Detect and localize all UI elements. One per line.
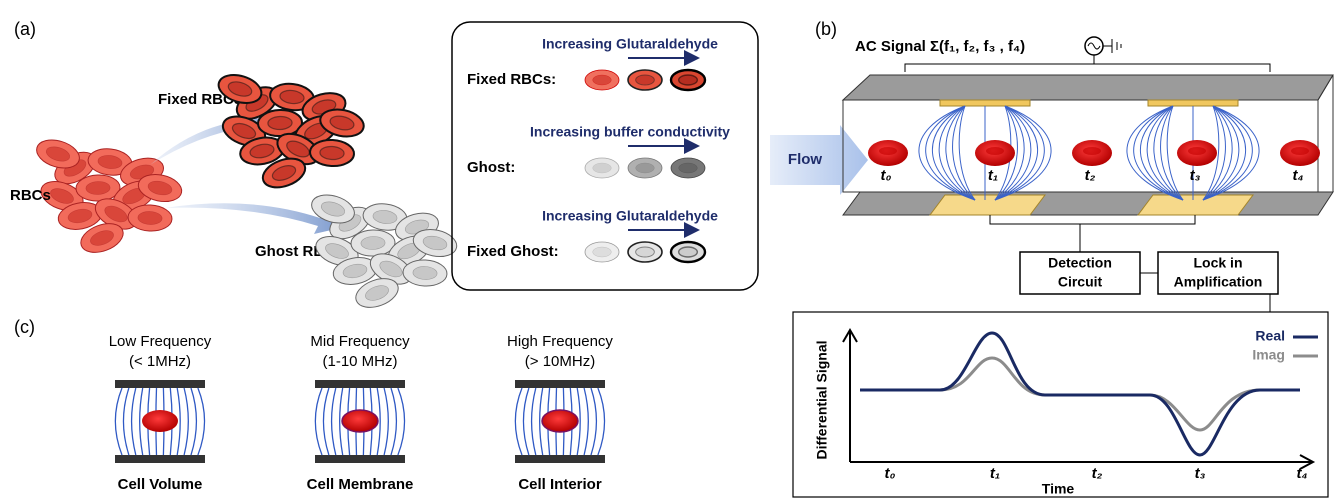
cell-center xyxy=(1291,147,1309,155)
box-label: Lock in xyxy=(1193,255,1242,271)
field-line xyxy=(532,388,536,455)
cell-center xyxy=(593,247,612,257)
electrode-bar xyxy=(515,380,605,388)
cell-center xyxy=(986,147,1004,155)
column-title: Mid Frequency xyxy=(310,333,410,350)
box-label: Amplification xyxy=(1174,274,1263,290)
arrow-label: Increasing Glutaraldehyde xyxy=(542,208,718,224)
time-label: t₁ xyxy=(988,167,998,184)
legend-label: Real xyxy=(1255,328,1285,344)
x-axis-label: Time xyxy=(1042,481,1075,497)
electrode xyxy=(1148,100,1238,106)
wire xyxy=(905,55,1270,72)
cell-center xyxy=(679,247,698,257)
cell-center xyxy=(636,163,655,173)
panel-label: (a) xyxy=(14,19,36,39)
signal-label: AC Signal Σ(f₁, f₂, f₃ , f₄) xyxy=(855,38,1025,55)
field-line xyxy=(515,388,522,455)
time-label: t₂ xyxy=(1085,167,1096,184)
y-axis-label: Differential Signal xyxy=(814,340,830,459)
ground xyxy=(1103,39,1121,53)
panel-label: (c) xyxy=(14,317,35,337)
field-line xyxy=(384,388,388,455)
box-label: Circuit xyxy=(1058,274,1103,290)
column-title: High Frequency xyxy=(507,333,613,350)
box-label: Detection xyxy=(1048,255,1112,271)
cell-center xyxy=(879,147,897,155)
x-label: t₂ xyxy=(1092,465,1103,482)
field-line xyxy=(591,388,596,455)
cell-center xyxy=(636,247,655,257)
electrode-bar xyxy=(115,380,205,388)
plot-box xyxy=(793,312,1328,497)
field-line xyxy=(598,388,605,455)
time-label: t₄ xyxy=(1292,167,1303,184)
time-label: t₃ xyxy=(1190,167,1201,184)
time-label: t₀ xyxy=(881,167,892,184)
cell-center xyxy=(593,75,612,85)
wire xyxy=(990,215,1195,252)
figure: (a) RBCs Fixed RBCs Ghost RBCs Increasin… xyxy=(0,0,1336,499)
cell-center xyxy=(636,75,655,85)
column-caption: Cell Membrane xyxy=(307,476,414,493)
row-name: Ghost: xyxy=(467,159,515,176)
sine-icon xyxy=(1088,43,1100,49)
electrode-bar xyxy=(315,380,405,388)
panel-label: (b) xyxy=(815,19,837,39)
row-name: Fixed Ghost: xyxy=(467,243,559,260)
ghost-rbc-cluster xyxy=(308,190,459,313)
legend-rows: Increasing Glutaraldehyde Fixed RBCs: Incr… xyxy=(467,36,730,262)
column-caption: Cell Interior xyxy=(518,476,602,493)
cell xyxy=(342,410,378,432)
cell-center xyxy=(593,163,612,173)
field-line xyxy=(323,388,328,455)
cell-center xyxy=(679,163,698,173)
legend-label: Imag xyxy=(1252,347,1285,363)
column-range: (> 10MHz) xyxy=(525,353,595,370)
cell-center xyxy=(268,116,293,130)
field-line xyxy=(332,388,336,455)
field-line xyxy=(398,388,405,455)
row-name: Fixed RBCs: xyxy=(467,71,556,88)
field-line xyxy=(132,388,136,455)
channel-top xyxy=(843,75,1333,100)
column-caption: Cell Volume xyxy=(118,476,203,493)
arrow-label: Increasing buffer conductivity xyxy=(530,124,730,140)
field-line xyxy=(191,388,196,455)
electrode-bar xyxy=(315,455,405,463)
electrode-bar xyxy=(515,455,605,463)
electrode xyxy=(940,100,1030,106)
field-line xyxy=(584,388,588,455)
channel-bottom xyxy=(843,192,1333,215)
x-label: t₀ xyxy=(885,465,896,482)
frequency-columns: Low Frequency (< 1MHz) Cell Volume Mid Freq… xyxy=(109,333,614,493)
field-line xyxy=(523,388,528,455)
x-label: t₁ xyxy=(990,465,1000,482)
column-range: (< 1MHz) xyxy=(129,353,191,370)
cell xyxy=(142,410,178,432)
cell xyxy=(542,410,578,432)
field-line xyxy=(115,388,122,455)
field-line xyxy=(184,388,188,455)
x-label: t₃ xyxy=(1195,465,1206,482)
cell-center xyxy=(1188,147,1206,155)
electrode-bar xyxy=(115,455,205,463)
rbcs-label: RBCs xyxy=(10,187,51,204)
flow-label: Flow xyxy=(788,151,822,168)
electrode xyxy=(1138,195,1253,215)
arrow-label: Increasing Glutaraldehyde xyxy=(542,36,718,52)
column-range: (1-10 MHz) xyxy=(322,353,397,370)
cell-center xyxy=(679,75,698,85)
x-label: t₄ xyxy=(1296,465,1307,482)
field-line xyxy=(198,388,205,455)
fixed-rbc-cluster xyxy=(215,70,366,193)
field-line xyxy=(123,388,128,455)
column-title: Low Frequency xyxy=(109,333,212,350)
field-line xyxy=(391,388,396,455)
electrode xyxy=(930,195,1045,215)
cell-center xyxy=(1083,147,1101,155)
field-line xyxy=(315,388,322,455)
rbc-cluster xyxy=(33,135,184,258)
